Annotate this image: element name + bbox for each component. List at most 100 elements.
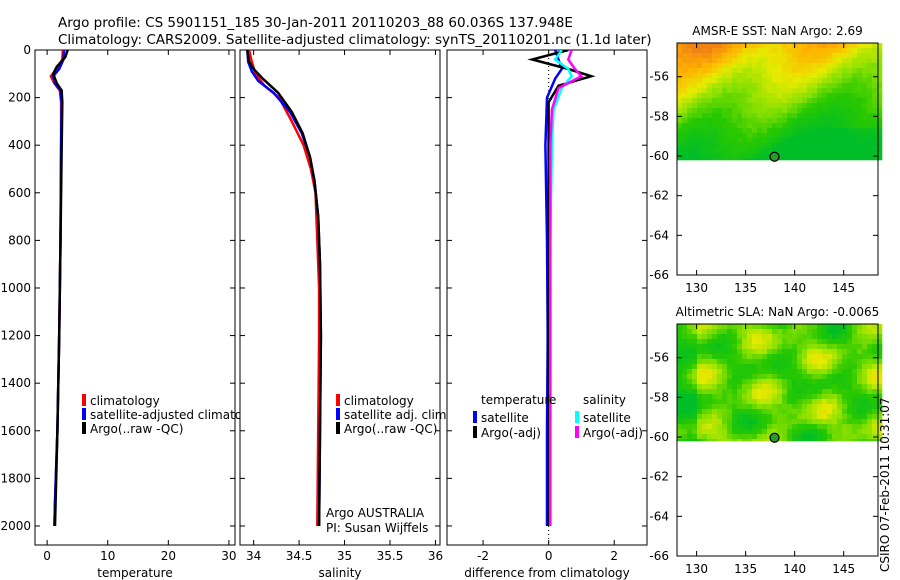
map-cell xyxy=(747,434,753,440)
map-cell xyxy=(697,384,703,390)
map-cell xyxy=(817,399,823,405)
map-cell xyxy=(727,103,733,109)
map-cell xyxy=(697,138,703,144)
map-cell xyxy=(782,429,788,435)
map-cell xyxy=(797,429,803,435)
map-cell xyxy=(707,329,713,335)
map-cell xyxy=(877,68,883,74)
map-cell xyxy=(772,409,778,415)
map-cell xyxy=(717,404,723,410)
map-cell xyxy=(697,68,703,74)
map-cell xyxy=(727,83,733,89)
map-cell xyxy=(762,334,768,340)
map-cell xyxy=(787,113,793,119)
map-cell xyxy=(742,138,748,144)
map-cell xyxy=(737,93,743,99)
map-cell xyxy=(787,369,793,375)
map-cell xyxy=(817,374,823,380)
map-cell xyxy=(847,73,853,79)
map-cell xyxy=(752,128,758,134)
map-cell xyxy=(732,143,738,149)
map-cell xyxy=(727,324,733,330)
map-cell xyxy=(797,349,803,355)
map-cell xyxy=(847,364,853,370)
map-cell xyxy=(782,48,788,54)
map-cell xyxy=(867,399,873,405)
map-cell xyxy=(777,434,783,440)
map-cell xyxy=(762,379,768,385)
map-cell xyxy=(872,53,878,59)
map-cell xyxy=(802,409,808,415)
map-cell xyxy=(832,98,838,104)
map-cell xyxy=(782,123,788,129)
map-cell xyxy=(727,434,733,440)
map-cell xyxy=(832,439,838,442)
map-cell xyxy=(777,339,783,345)
map-cell xyxy=(697,394,703,400)
map-cell xyxy=(762,78,768,84)
map-cell xyxy=(752,103,758,109)
map-cell xyxy=(777,118,783,124)
map-cell xyxy=(877,128,883,134)
map-cell xyxy=(702,429,708,435)
map-cell xyxy=(747,374,753,380)
map-cell xyxy=(842,68,848,74)
map-cell xyxy=(682,424,688,430)
map-cell xyxy=(812,409,818,415)
map-cell xyxy=(727,158,733,161)
map-cell xyxy=(867,48,873,54)
x-tick-label: 34.5 xyxy=(286,549,313,563)
map-cell xyxy=(692,113,698,119)
map-cell xyxy=(877,53,883,59)
map-cell xyxy=(747,108,753,114)
map-cell xyxy=(857,424,863,430)
map-cell xyxy=(852,63,858,69)
map-cell xyxy=(712,434,718,440)
map-cell xyxy=(822,108,828,114)
map-cell xyxy=(782,153,788,159)
map-cell xyxy=(842,419,848,425)
map-cell xyxy=(837,389,843,395)
map-cell xyxy=(732,364,738,370)
map-cell xyxy=(792,389,798,395)
map-cell xyxy=(732,384,738,390)
map-cell xyxy=(727,359,733,365)
map-cell xyxy=(722,108,728,114)
map-cell xyxy=(867,53,873,59)
map-cell xyxy=(702,354,708,360)
map-cell xyxy=(787,384,793,390)
map-cell xyxy=(737,158,743,161)
map-cell xyxy=(677,344,683,350)
map-cell xyxy=(702,153,708,159)
map-cell xyxy=(687,98,693,104)
map-cell xyxy=(727,123,733,129)
map-cell xyxy=(682,399,688,405)
map-cell xyxy=(712,63,718,69)
map-cell xyxy=(692,429,698,435)
map-cell xyxy=(802,404,808,410)
map-cell xyxy=(727,48,733,54)
map-cell xyxy=(707,379,713,385)
map-cell xyxy=(842,93,848,99)
map-field xyxy=(677,324,883,442)
map-cell xyxy=(762,133,768,139)
map-cell xyxy=(807,394,813,400)
x-tick-label: 35 xyxy=(337,549,352,563)
map-cell xyxy=(832,389,838,395)
map-cell xyxy=(832,374,838,380)
map-cell xyxy=(722,93,728,99)
map-cell xyxy=(782,113,788,119)
map-cell xyxy=(872,399,878,405)
map-cell xyxy=(787,118,793,124)
map-cell xyxy=(732,103,738,109)
map-cell xyxy=(732,394,738,400)
map-cell xyxy=(742,324,748,330)
map-cell xyxy=(757,113,763,119)
map-cell xyxy=(807,123,813,129)
map-cell xyxy=(812,439,818,442)
map-cell xyxy=(712,384,718,390)
map-cell xyxy=(762,48,768,54)
map-cell xyxy=(832,73,838,79)
map-cell xyxy=(727,389,733,395)
map-cell xyxy=(817,334,823,340)
